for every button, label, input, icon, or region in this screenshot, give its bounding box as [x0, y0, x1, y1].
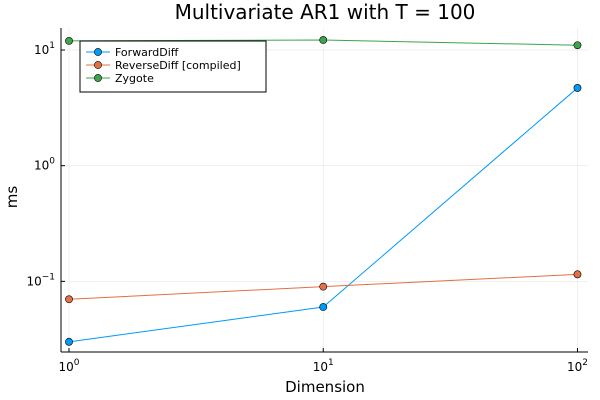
data-point	[65, 337, 73, 346]
axes	[60, 28, 588, 353]
tick-labels: 100 101 102 10−1 100 101	[26, 41, 588, 374]
y-tick-label: 10−1	[26, 272, 55, 288]
x-tick-label: 100	[59, 358, 80, 374]
data-point	[573, 270, 582, 279]
y-tick-label: 100	[34, 157, 55, 173]
legend-label: Zygote	[115, 72, 154, 85]
x-tick-label: 102	[567, 358, 588, 374]
data-point	[319, 303, 328, 311]
legend-label: ForwardDiff	[115, 46, 179, 59]
legend-swatch-marker	[94, 61, 102, 69]
data-point	[319, 282, 328, 291]
x-axis-label: Dimension	[285, 378, 365, 396]
legend-label: ReverseDiff [compiled]	[115, 59, 241, 72]
series-layer	[65, 36, 582, 346]
x-tick-label: 101	[313, 358, 334, 374]
data-point	[319, 36, 328, 44]
data-point	[573, 41, 582, 50]
legend-swatch-marker	[94, 74, 102, 82]
chart-title: Multivariate AR1 with T = 100	[175, 0, 476, 24]
y-tick-label: 101	[34, 41, 55, 57]
data-point	[65, 36, 73, 45]
data-point	[65, 295, 73, 304]
legend-box	[79, 40, 267, 93]
y-axis-label: ms	[3, 186, 21, 209]
legend-swatch-marker	[94, 48, 102, 56]
data-point	[573, 84, 582, 92]
